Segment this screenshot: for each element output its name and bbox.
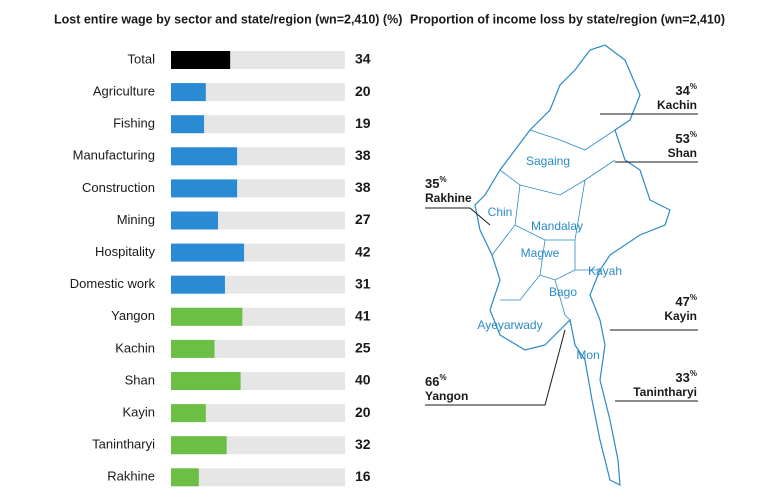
category-label: Yangon: [111, 308, 155, 323]
callout-unit: %: [439, 373, 446, 382]
category-label: Hospitality: [95, 244, 155, 259]
callout-number: 33: [675, 370, 689, 385]
value-label: 38: [355, 147, 371, 163]
bar-track: [171, 404, 345, 423]
value-label: 25: [355, 340, 371, 356]
category-label: Fishing: [113, 116, 155, 131]
value-label: 27: [355, 211, 371, 227]
bar: [171, 51, 231, 69]
callout-number: 35: [425, 176, 439, 191]
category-label: Kachin: [115, 340, 155, 355]
region-label: Chin: [488, 205, 513, 219]
region-label: Mandalay: [531, 219, 583, 233]
category-label: Construction: [82, 180, 155, 195]
myanmar-map: [474, 44, 671, 487]
callout-region: Yangon: [425, 389, 468, 403]
bar: [171, 436, 227, 455]
bar-track: [171, 468, 345, 487]
value-label: 38: [355, 179, 371, 195]
bar: [171, 83, 206, 102]
bar: [171, 468, 199, 487]
callout-line: [425, 207, 491, 226]
callout-value: 35%: [425, 175, 447, 191]
bar: [171, 211, 218, 230]
callout-unit: %: [690, 293, 697, 302]
bar: [171, 147, 238, 166]
category-label: Agriculture: [93, 84, 155, 99]
category-label: Domestic work: [70, 276, 156, 291]
region-label: Kayah: [588, 264, 622, 278]
bar: [171, 243, 245, 262]
callout-value: 47%: [675, 293, 697, 309]
value-label: 20: [355, 404, 371, 420]
region-label: Magwe: [521, 246, 560, 260]
callout-region: Tanintharyi: [633, 385, 697, 399]
callout-region: Shan: [668, 146, 697, 160]
callout-unit: %: [690, 130, 697, 139]
category-label: Tanintharyi: [92, 437, 155, 452]
value-label: 19: [355, 115, 371, 131]
callout-unit: %: [690, 369, 697, 378]
region-label: Bago: [549, 285, 577, 299]
bar: [171, 179, 238, 198]
region-label: Ayeyarwady: [477, 318, 542, 332]
callout-number: 53: [675, 131, 689, 146]
bar: [171, 404, 206, 423]
value-label: 20: [355, 83, 371, 99]
callout-region: Kachin: [657, 98, 697, 112]
category-label: Shan: [125, 372, 155, 387]
bar-track: [171, 115, 345, 134]
bar: [171, 307, 243, 326]
bar: [171, 339, 215, 358]
bar: [171, 275, 225, 294]
value-label: 40: [355, 372, 371, 388]
region-label: Mon: [576, 348, 599, 362]
region-borders: [491, 129, 616, 321]
category-label: Mining: [117, 212, 155, 227]
callout-value: 53%: [675, 130, 697, 146]
country-outline: [474, 44, 671, 487]
callout-region: Rakhine: [425, 191, 472, 205]
category-label: Manufacturing: [73, 148, 155, 163]
value-label: 16: [355, 468, 371, 484]
value-label: 32: [355, 436, 371, 452]
category-label: Kayin: [122, 405, 155, 420]
category-label: Total: [128, 51, 156, 66]
callout-region: Kayin: [664, 309, 697, 323]
value-label: 41: [355, 308, 371, 324]
callout-number: 34: [675, 83, 690, 98]
value-label: 31: [355, 275, 371, 291]
value-label: 34: [355, 51, 371, 67]
callout-line: [425, 329, 566, 406]
callout-unit: %: [439, 175, 446, 184]
callout-unit: %: [690, 82, 697, 91]
callout-number: 66: [425, 374, 439, 389]
region-label: Sagaing: [526, 154, 570, 168]
callout-number: 47: [675, 294, 689, 309]
chart-title: Proportion of income loss by state/regio…: [410, 12, 725, 26]
bar: [171, 372, 241, 390]
chart-title: Lost entire wage by sector and state/reg…: [54, 12, 402, 26]
bar-track: [171, 83, 345, 102]
callout-value: 33%: [675, 369, 697, 385]
value-label: 42: [355, 243, 371, 259]
callout-value: 66%: [425, 373, 447, 389]
category-label: Rakhine: [107, 469, 155, 484]
bar: [171, 115, 205, 134]
callout-value: 34%: [675, 82, 697, 98]
